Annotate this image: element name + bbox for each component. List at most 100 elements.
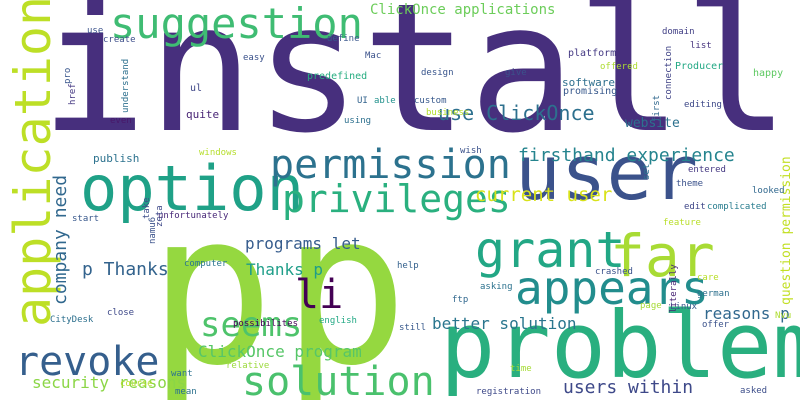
word-still: still xyxy=(399,323,427,333)
word-easy: easy xyxy=(243,53,265,63)
word-crashed: crashed xyxy=(595,267,633,277)
word-edit: edit xyxy=(684,202,706,212)
word-time: time xyxy=(510,364,532,374)
word-give: give xyxy=(505,68,527,78)
word-windows: windows xyxy=(199,148,237,158)
word-question-permission: question permission xyxy=(779,156,794,305)
word-grant: grant xyxy=(475,221,626,279)
word-mac: Mac xyxy=(365,51,382,61)
word-appears: appears xyxy=(515,261,709,315)
word-predefined: predefined xyxy=(307,71,368,82)
word-offered: offered xyxy=(600,62,638,72)
word-thanks-p: Thanks p xyxy=(246,260,324,279)
word-ftp: ftp xyxy=(452,295,469,305)
word-define: define xyxy=(327,34,360,44)
word-page: page xyxy=(640,301,662,311)
word-possibilites: possibilites xyxy=(233,319,299,329)
word-revoke: revoke xyxy=(15,339,160,385)
word-user: user xyxy=(515,128,699,217)
word-clickonce-program: ClickOnce program xyxy=(198,342,362,361)
word-german: german xyxy=(697,289,730,299)
word-ui: UI xyxy=(357,96,368,106)
word-even: even xyxy=(110,116,132,126)
word-software: software xyxy=(562,76,615,89)
word-domain: domain xyxy=(662,27,695,37)
word-nvu: Nvu xyxy=(775,311,792,321)
word-use: use xyxy=(87,26,104,36)
word-asking: asking xyxy=(480,282,513,292)
word-literally: literally xyxy=(669,264,679,313)
word-linux: Linux xyxy=(670,302,698,312)
word-take: take xyxy=(142,197,152,219)
word-use-clickonce: use ClickOnce xyxy=(438,101,595,125)
word-theme: theme xyxy=(676,179,704,189)
word-far: far xyxy=(610,222,715,290)
word-start: start xyxy=(72,214,100,224)
word-li: li xyxy=(295,272,344,318)
word-firsthand-experience: firsthand experience xyxy=(518,145,735,166)
word-computer: computer xyxy=(184,259,228,269)
word-install: install xyxy=(40,0,791,172)
word-p: p xyxy=(148,167,275,400)
word-current-user: current user xyxy=(475,184,613,206)
word-feature: feature xyxy=(663,218,701,228)
word-solution: solution xyxy=(242,359,435,400)
word-able: able xyxy=(374,96,396,106)
word-promising: promising xyxy=(563,86,618,97)
word-connection: connection xyxy=(664,45,674,100)
word-offer: offer xyxy=(702,320,730,330)
word-p: p xyxy=(282,167,409,400)
word-suggestion: suggestion xyxy=(110,0,363,48)
word-seems: seems xyxy=(200,305,303,345)
word-clickonce-applications: ClickOnce applications xyxy=(370,2,556,18)
word-create: create xyxy=(103,35,136,45)
word-business: business xyxy=(426,108,470,118)
word-pro: pro xyxy=(63,67,73,84)
word-english: english xyxy=(319,316,357,326)
word-relative: relative xyxy=(226,361,270,371)
word-list: list xyxy=(690,41,712,51)
word-security-reasons: security reasons xyxy=(32,373,187,392)
word-option: option xyxy=(80,152,304,225)
word-publish: publish xyxy=(93,152,140,165)
word-website: website xyxy=(625,116,680,131)
word-wish: wish xyxy=(460,146,482,156)
word-registration: registration xyxy=(476,387,542,397)
word-permission: permission xyxy=(270,142,511,188)
word-understand: understand xyxy=(121,58,131,113)
word-producer: Producer xyxy=(675,61,724,72)
word-mean: mean xyxy=(175,387,197,397)
word-entered: entered xyxy=(688,165,726,175)
word-namu6: namu6 xyxy=(148,216,158,244)
word-programs-let: programs let xyxy=(245,234,361,253)
word-help: help xyxy=(397,261,419,271)
word-asked: asked xyxy=(740,386,768,396)
word-close: close xyxy=(107,308,135,318)
word-custom: custom xyxy=(414,96,447,106)
word-design: design xyxy=(421,68,454,78)
word-reasons-p: reasons p xyxy=(703,304,790,323)
word-better-solution: better solution xyxy=(432,314,577,333)
word-users-within: users within xyxy=(563,377,694,398)
word-ul: ul xyxy=(190,83,203,94)
word-unfortunately: unfortunately xyxy=(158,211,229,221)
word-using: using xyxy=(344,116,372,126)
word-want: want xyxy=(171,369,193,379)
word-set: set xyxy=(642,163,652,180)
word-privileges: privileges xyxy=(282,177,511,221)
word-editing: editing xyxy=(684,100,722,110)
word-complicated: complicated xyxy=(707,202,767,212)
word-href: href xyxy=(68,83,78,105)
word-first: first xyxy=(652,94,662,122)
word-company-need: company need xyxy=(50,174,71,305)
word-care: care xyxy=(697,273,719,283)
word-platform: platform xyxy=(568,48,617,59)
word-course: course xyxy=(120,379,153,389)
word-citydesk: CityDesk xyxy=(50,315,94,325)
word-p-thanks: p Thanks xyxy=(82,259,169,280)
word-looked: looked xyxy=(752,186,785,196)
word-problem: problem xyxy=(440,292,800,399)
word-quite: quite xyxy=(186,108,220,121)
word-happy: happy xyxy=(753,68,784,79)
